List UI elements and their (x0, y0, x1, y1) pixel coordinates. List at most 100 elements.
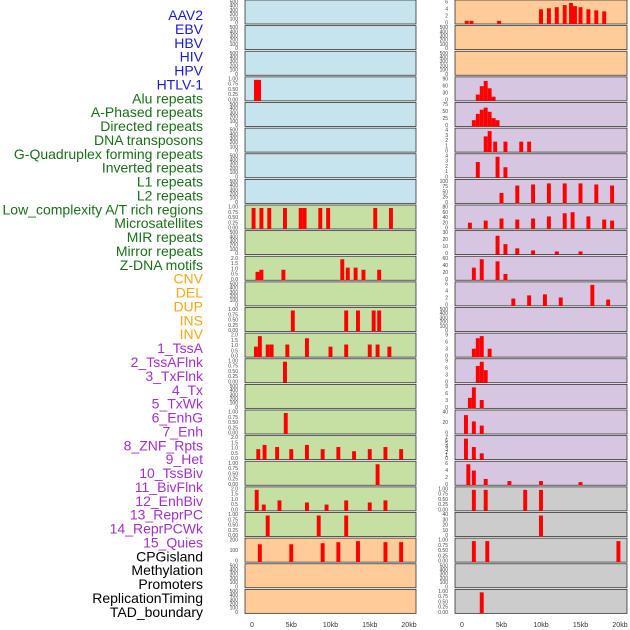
data-bar (479, 361, 484, 383)
data-bar (254, 489, 259, 511)
data-bar (479, 399, 484, 409)
row-label: G-Quadruplex forming repeats (14, 146, 203, 162)
row-label: DUP (173, 298, 203, 314)
y-tick-label: 400 (440, 567, 449, 573)
data-bar (487, 111, 492, 127)
panel-background (454, 127, 628, 153)
y-tick-label: 25 (442, 195, 448, 201)
row-label: HIV (180, 49, 204, 65)
y-tick-label: 400 (230, 29, 239, 35)
x-tick-label: 5kb (496, 622, 507, 629)
y-tick-label: 0.25 (228, 477, 238, 483)
y-tick-label: 40 (442, 410, 448, 416)
data-bar (377, 310, 382, 332)
panel-background (244, 230, 417, 256)
panel-background (244, 25, 417, 51)
data-bar (466, 464, 471, 486)
y-tick-label: 300 (230, 290, 239, 296)
data-bar (344, 515, 349, 537)
y-tick-label: 60 (442, 210, 448, 216)
y-tick-label: 100 (440, 324, 449, 330)
y-tick-label: 0 (235, 251, 238, 257)
right-panel: 1.000.750.500.250.00 (438, 589, 628, 616)
data-bar (572, 6, 577, 25)
y-tick-label: 1.00 (228, 358, 238, 364)
y-tick-label: 400 (230, 132, 239, 138)
y-tick-label: 500 (230, 25, 239, 31)
data-bar (367, 344, 372, 358)
row-label: 15_Quies (143, 534, 203, 550)
y-tick-label: 300 (440, 315, 449, 321)
y-tick-label: 1 (445, 453, 448, 459)
right-panel: 1.000.750.500.250.00 (438, 486, 628, 513)
y-tick-label: 0 (235, 610, 238, 616)
data-bar (590, 284, 595, 306)
data-bar (606, 299, 611, 306)
y-tick-label: 0 (235, 46, 238, 52)
y-tick-label: 200 (230, 115, 239, 121)
data-bar (546, 216, 551, 229)
y-tick-label: 500 (440, 25, 449, 31)
data-bar (594, 184, 599, 204)
y-tick-label: 0 (235, 72, 238, 78)
data-bar (515, 219, 520, 229)
row-label: HPV (174, 63, 203, 79)
y-tick-label: 0 (235, 200, 238, 206)
row-label: 9_Het (166, 451, 203, 467)
row-label: 13_ReprPC (130, 507, 203, 523)
data-bar (471, 120, 476, 127)
y-tick-label: 0.50 (228, 87, 238, 93)
y-tick-label: 300 (230, 136, 239, 142)
left-panel: 1.000.750.500.250.00 (228, 512, 417, 539)
data-bar (487, 88, 492, 101)
row-label: DNA transposons (94, 132, 203, 148)
y-tick-label: 5 (445, 441, 448, 447)
data-bar (471, 541, 476, 563)
y-tick-label: 200 (230, 63, 239, 69)
y-tick-label: 75 (442, 184, 448, 190)
y-tick-label: 0.00 (438, 610, 448, 616)
y-tick-label: 500 (230, 230, 239, 236)
data-bar (320, 449, 325, 460)
y-tick-label: 40 (442, 512, 448, 518)
y-tick-label: 9 (445, 333, 448, 339)
data-bar (562, 213, 567, 229)
x-axes: 0 5kb 10kb 15kb 20kb 0 5kb 10kb 15kb 20kb (250, 622, 628, 629)
y-tick-label: 40 (442, 263, 448, 269)
y-tick-label: 1.00 (228, 307, 238, 313)
y-tick-label: 0.75 (228, 210, 238, 216)
y-tick-label: 6 (445, 0, 448, 6)
y-tick-label: 100 (440, 68, 449, 74)
y-tick-label: 400 (230, 234, 239, 240)
data-bar (344, 344, 349, 358)
data-bar (259, 208, 264, 229)
y-tick-label: 400 (230, 567, 239, 573)
data-bar (475, 94, 480, 101)
panel-background (454, 281, 628, 307)
y-tick-label: 400 (440, 311, 449, 317)
y-tick-label: 60 (442, 256, 448, 262)
data-bar (344, 500, 349, 511)
data-bar (471, 387, 476, 409)
data-bar (610, 220, 615, 229)
data-bar (475, 365, 480, 383)
y-tick-label: 0.75 (438, 543, 448, 549)
data-bar (499, 218, 504, 229)
y-tick-label: 0.00 (228, 533, 238, 539)
y-tick-label: 400 (230, 4, 239, 10)
y-tick-label: 200 (440, 576, 449, 582)
y-tick-label: 100 (230, 606, 239, 612)
y-tick-label: 500 (230, 51, 239, 57)
data-bar (383, 542, 388, 563)
y-tick-label: 100 (230, 144, 239, 150)
y-tick-label: 20 (442, 220, 448, 226)
y-tick-label: 2 (445, 14, 448, 20)
y-tick-label: 200 (230, 12, 239, 18)
y-tick-label: 300 (230, 239, 239, 245)
